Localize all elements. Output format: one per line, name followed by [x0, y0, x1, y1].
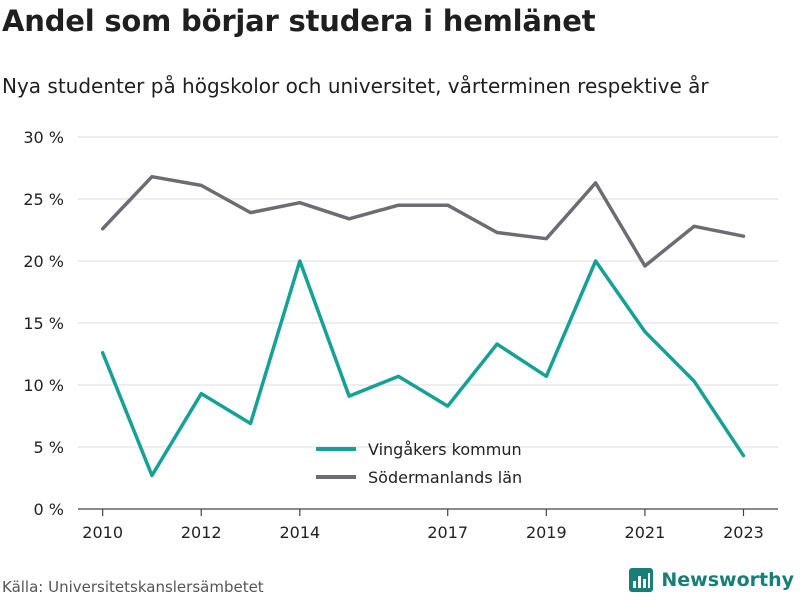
y-tick-label: 5 % [34, 438, 64, 457]
x-tick-label: 2010 [82, 523, 123, 542]
line-chart: 0 % 5 % 10 % 15 % 20 % 25 % 30 % 2010 2012 2014 20… [23, 128, 778, 542]
x-tick-label: 2012 [181, 523, 222, 542]
x-tick-label: 2014 [279, 523, 320, 542]
y-tick-label: 0 % [34, 500, 64, 519]
y-tick-label: 25 % [23, 190, 64, 209]
x-tick-label: 2021 [625, 523, 666, 542]
x-tick-label: 2017 [427, 523, 468, 542]
legend-label-1: Södermanlands län [368, 468, 522, 487]
y-tick-label: 10 % [23, 376, 64, 395]
x-tick-label: 2019 [526, 523, 567, 542]
y-tick-label: 15 % [23, 314, 64, 333]
series-line-0 [100, 259, 746, 478]
legend-label-0: Vingåkers kommun [368, 440, 522, 459]
bar-chart-logo-icon [629, 568, 654, 592]
y-tick-label: 20 % [23, 252, 64, 271]
brand-name: Newsworthy [661, 569, 794, 591]
brand-logo[interactable]: Newsworthy [629, 568, 794, 592]
series-line-1 [100, 174, 746, 268]
y-tick-label: 30 % [23, 128, 64, 147]
x-tick-label: 2023 [723, 523, 764, 542]
chart-subtitle: Nya studenter på högskolor och universit… [2, 74, 709, 98]
chart-title: Andel som börjar studera i hemlänet [2, 4, 596, 38]
source-note: Källa: Universitetskanslersämbetet [2, 578, 264, 596]
